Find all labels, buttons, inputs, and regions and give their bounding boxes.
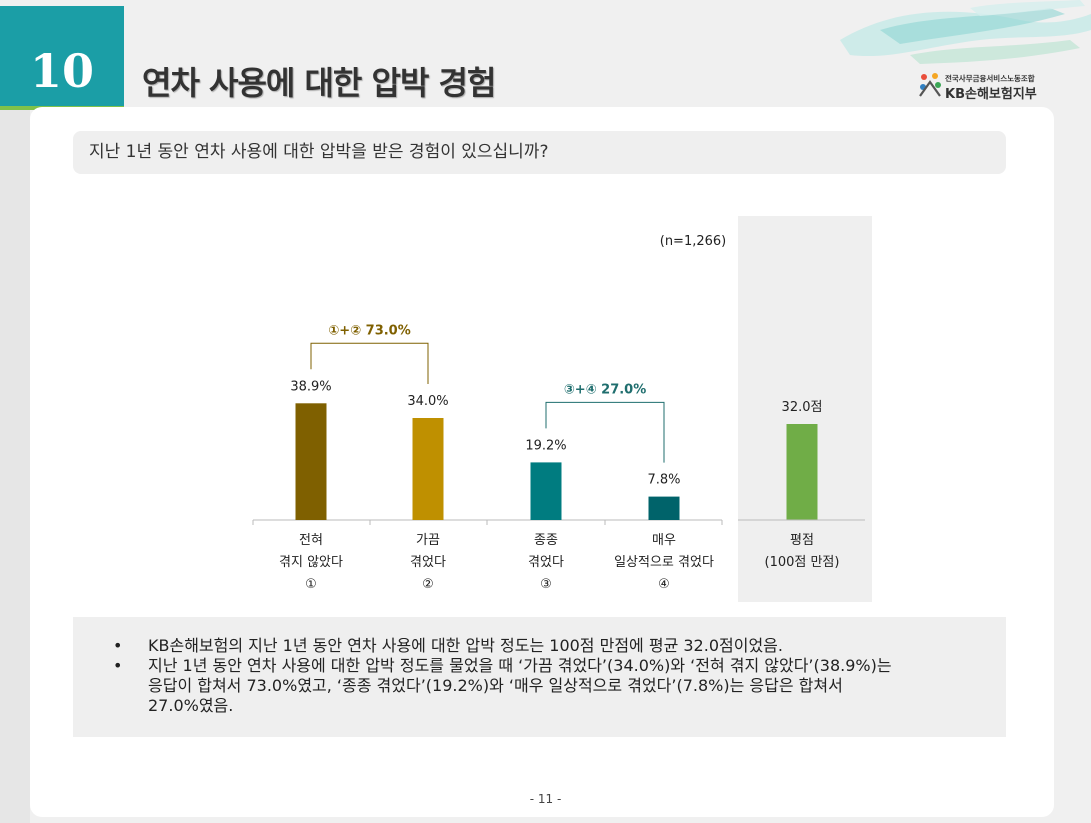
bar-value-label: 19.2% [525,438,566,453]
average-bar [786,424,818,520]
bar-2 [412,418,444,520]
union-logo: 전국사무금융서비스노동조합 KB손해보험지부 [916,70,1066,102]
category-label: 겪었다 [410,555,446,570]
group-bracket [310,342,429,384]
page-number: - 11 - [529,792,562,806]
summary-box: • KB손해보험의 지난 1년 동안 연차 사용에 대한 압박 정도는 100점 … [73,617,1006,737]
group-sum-label: ③+④ 27.0% [564,382,647,397]
summary-text-line: KB손해보험의 지난 1년 동안 연차 사용에 대한 압박 정도는 100점 만… [148,636,783,655]
average-label: 평점 [790,533,814,548]
summary-text-line: 응답이 합쳐서 73.0%였고, ‘종종 겪었다’(19.2%)와 ‘매우 일상… [148,676,843,695]
bar-value-label: 38.9% [290,379,331,394]
category-label: ① [305,577,317,592]
union-logo-icon [919,73,941,97]
category-label: ② [422,577,434,592]
bar-4 [648,496,680,520]
page-title: 연차 사용에 대한 압박 경험 [142,64,496,102]
category-label: 겪지 않았다 [279,555,343,570]
category-label: ③ [540,577,552,592]
average-panel [738,216,872,602]
bar-1 [295,403,327,520]
category-label: 매우 [652,533,676,548]
branch-name: KB손해보험지부 [945,87,1037,102]
sample-size-label: (n=1,266) [660,234,727,249]
average-label: (100점 만점) [765,555,840,570]
category-label: 일상적으로 겪었다 [614,555,714,570]
bar-3 [530,462,562,520]
left-margin [0,110,30,823]
group-bracket [545,401,665,463]
category-label: 가끔 [416,533,440,548]
summary-text-line: 27.0%였음. [148,696,234,715]
survey-question: 지난 1년 동안 연차 사용에 대한 압박을 받은 경험이 있으십니까? [73,131,1006,174]
bar-value-label: 34.0% [407,394,448,409]
section-number: 10 [29,44,94,98]
decorative-brush-graphic [840,0,1091,64]
summary-bullet-icon: • [113,636,123,655]
union-name: 전국사무금융서비스노동조합 [945,74,1035,83]
average-value-label: 32.0점 [782,400,823,415]
category-label: 전혀 [299,533,323,548]
category-label: 겪었다 [528,555,564,570]
section-number-block [0,6,124,106]
category-label: 종종 [534,533,558,548]
summary-text-line: 지난 1년 동안 연차 사용에 대한 압박 정도를 물었을 때 ‘가끔 겪었다’… [148,656,892,675]
category-label: ④ [658,577,670,592]
group-sum-label: ①+② 73.0% [328,323,411,338]
bar-value-label: 7.8% [647,473,680,488]
summary-bullet-icon: • [113,656,123,675]
